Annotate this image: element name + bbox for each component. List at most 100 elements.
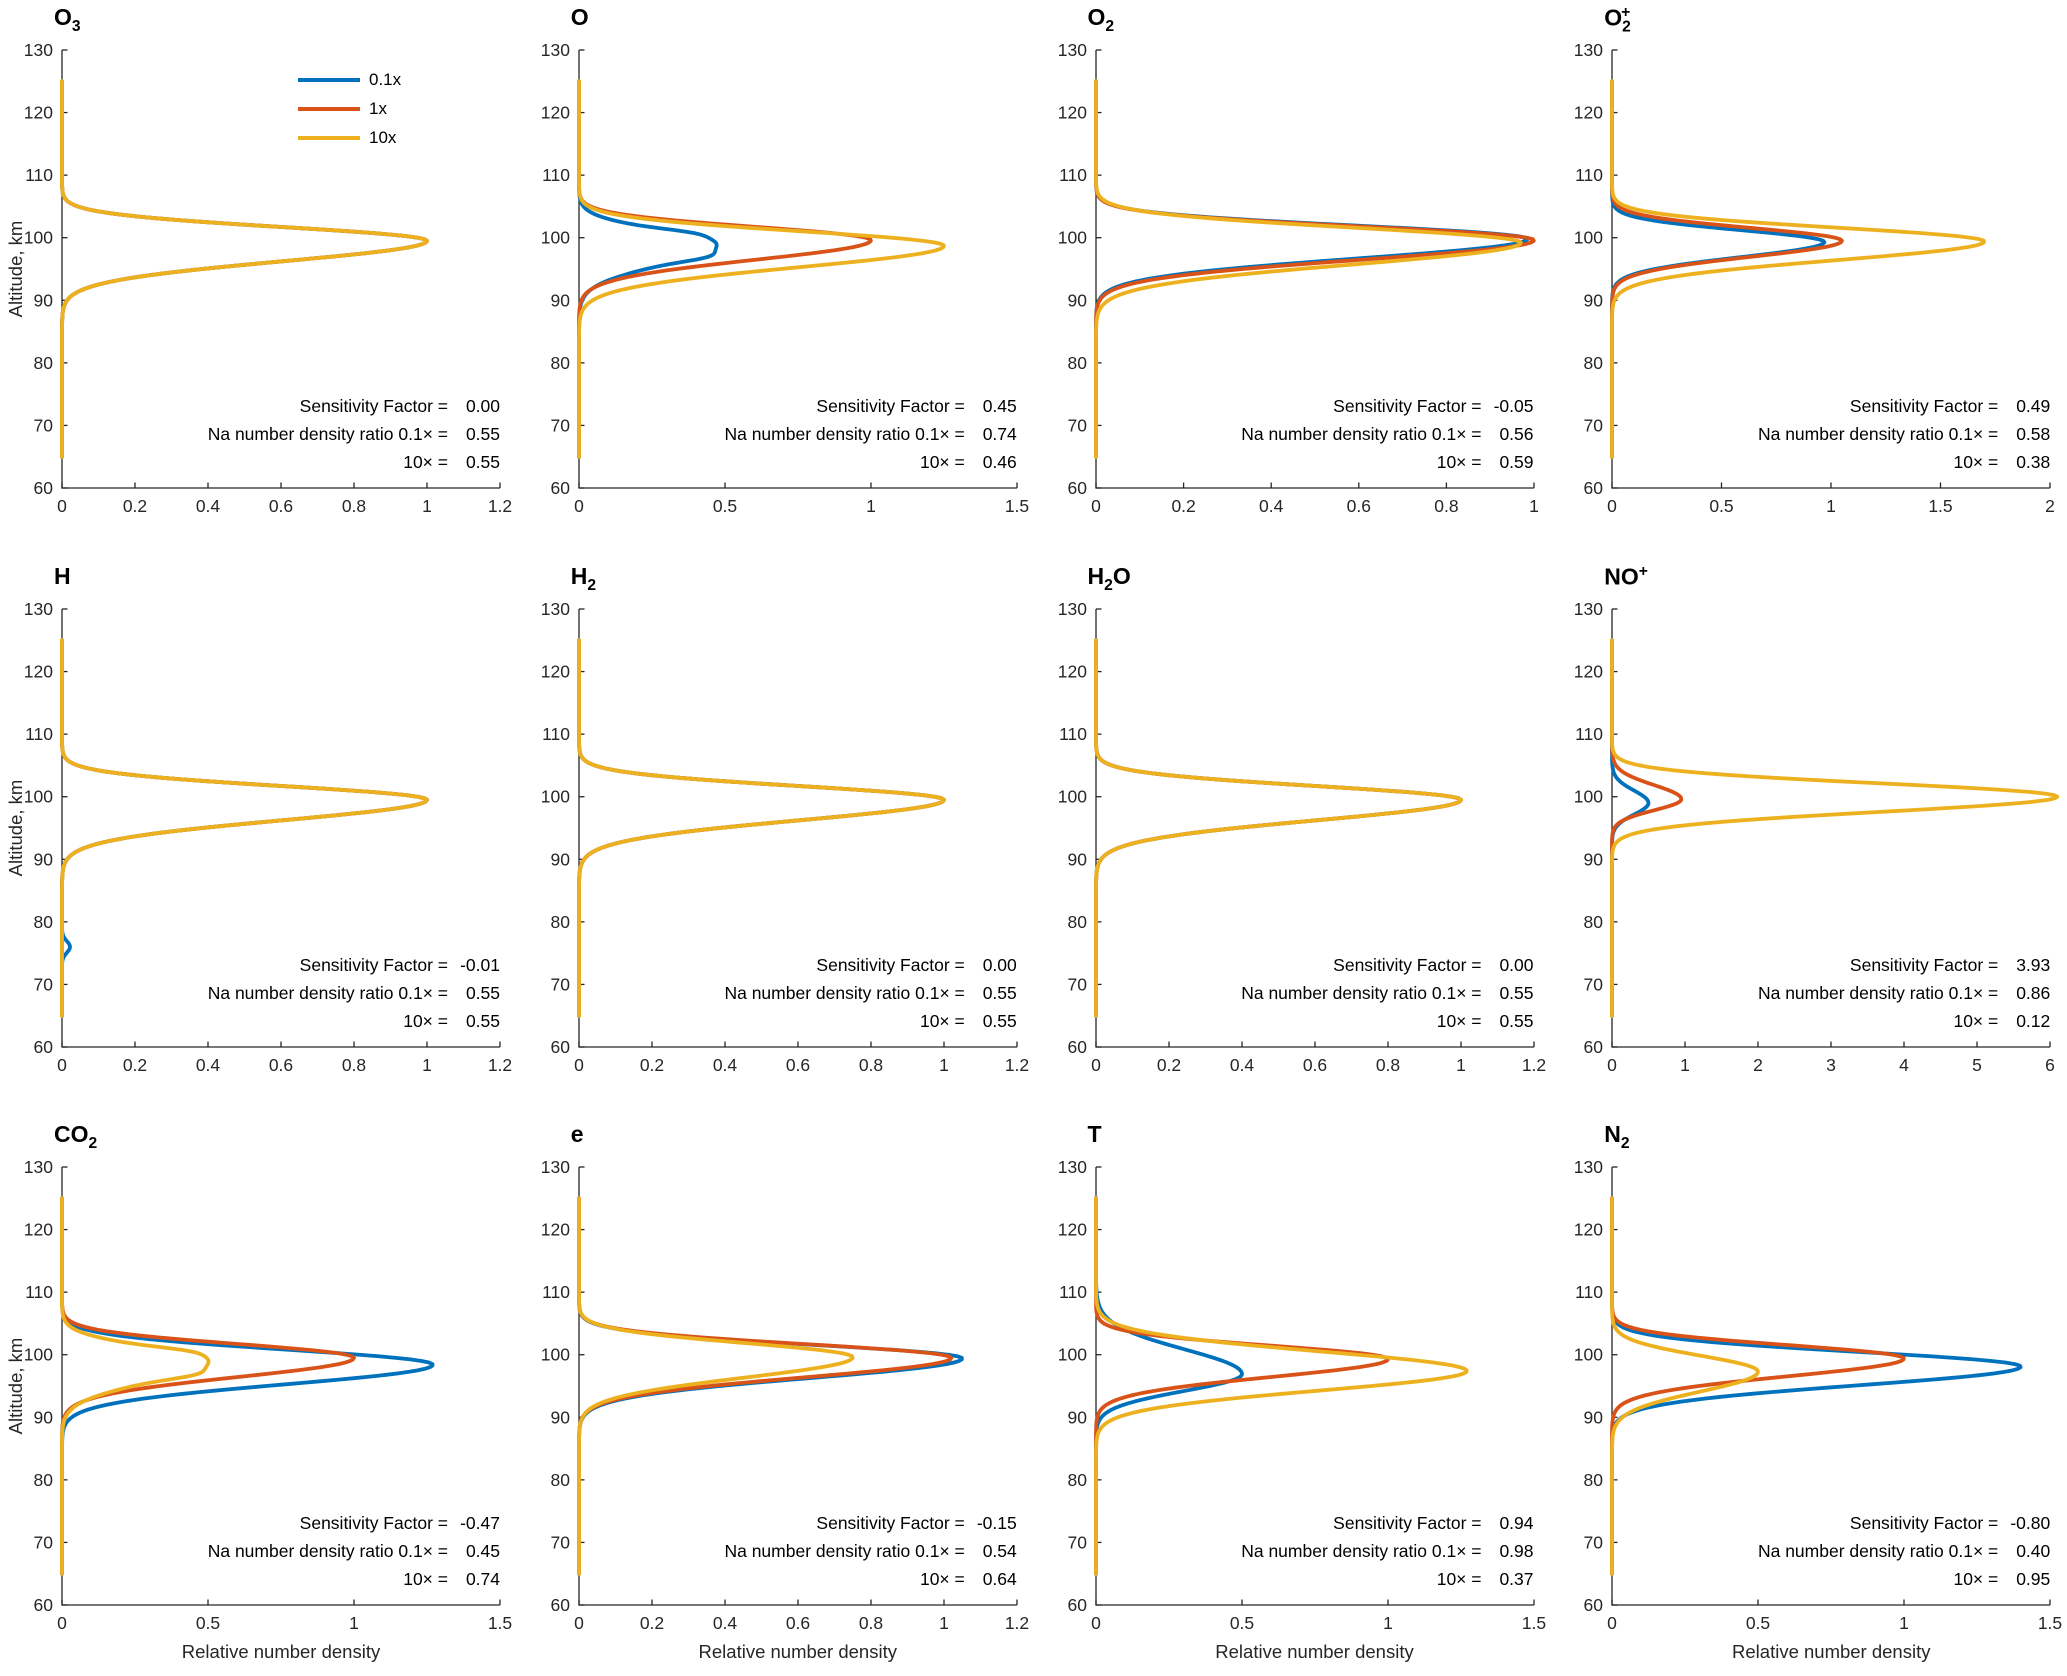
chart-panel-O2+: 60 70 80 90 100 110 120 130 0 0.5 1 1.5 2 O2+ Sensit… xyxy=(1550,0,2067,559)
x-tick-label: 1 xyxy=(349,1613,359,1633)
y-tick-label: 80 xyxy=(1584,353,1604,373)
annotation-line: 10× = 0.74 xyxy=(208,1565,500,1593)
y-tick-label: 90 xyxy=(34,290,54,310)
annotation-label: Sensitivity Factor = xyxy=(1333,954,1482,975)
x-tick-label: 2 xyxy=(2045,496,2055,516)
y-tick-label: 110 xyxy=(542,165,570,185)
y-tick-label: 90 xyxy=(550,1408,570,1428)
annotation-label: Sensitivity Factor = xyxy=(816,954,965,975)
annotation-value: 0.55 xyxy=(465,452,500,472)
x-tick-label: 0.4 xyxy=(196,496,221,516)
x-axis-label: Relative number density xyxy=(1215,1641,1414,1663)
x-tick-label: 1 xyxy=(939,1055,949,1075)
annotation-label: 10× = xyxy=(919,1010,965,1031)
y-tick-label: 80 xyxy=(550,912,570,932)
legend-row-1x: 1x xyxy=(298,99,401,119)
y-tick-label: 90 xyxy=(1584,849,1604,869)
annotation-line: Na number density ratio 0.1× = 0.55 xyxy=(1241,979,1533,1007)
annotation-value: 0.40 xyxy=(2016,1541,2051,1562)
chart-panel-H2O: 60 70 80 90 100 110 120 130 0 0.2 0.4 0.6 0.8 1 1.2 H2… xyxy=(1034,559,1551,1118)
series-line-10x xyxy=(60,79,429,459)
x-tick-label: 0.4 xyxy=(196,1055,221,1075)
x-tick-label: 0.6 xyxy=(1302,1055,1326,1075)
annotation-line: Na number density ratio 0.1× = 0.98 xyxy=(1241,1537,1533,1565)
annotation-value: 0.58 xyxy=(2016,424,2051,444)
panel-plot: 60 70 80 90 100 110 120 130 0 0.5 1 1.5 xyxy=(1574,1157,2062,1633)
panel-plot: 60 70 80 90 100 110 120 130 0 1 2 3 4 5 6 xyxy=(1574,599,2060,1075)
y-tick-label: 80 xyxy=(34,353,54,373)
annotation-value: 0.46 xyxy=(982,452,1017,472)
annotation-label: 10× = xyxy=(403,1569,448,1590)
y-tick-label: 80 xyxy=(1584,912,1604,932)
panel-title-part: N xyxy=(1604,1121,1621,1148)
annotation-line: Na number density ratio 0.1× = 0.45 xyxy=(208,1537,500,1565)
annotation-line: Na number density ratio 0.1× = 0.55 xyxy=(724,979,1016,1007)
y-tick-label: 90 xyxy=(550,849,570,869)
x-tick-label: 0.2 xyxy=(123,496,147,516)
x-tick-label: 0 xyxy=(574,496,584,516)
annotation-value: 0.00 xyxy=(465,396,500,416)
y-tick-label: 60 xyxy=(1067,1595,1087,1615)
y-tick-label: 90 xyxy=(1067,290,1087,310)
annotation-line: Sensitivity Factor = 0.45 xyxy=(724,392,1016,420)
y-tick-label: 70 xyxy=(1067,974,1087,994)
y-tick-label: 60 xyxy=(34,1595,54,1615)
x-tick-label: 0.8 xyxy=(1434,496,1458,516)
y-tick-label: 120 xyxy=(24,1220,53,1240)
annotation-line: Sensitivity Factor = -0.05 xyxy=(1241,392,1533,420)
annotation-line: Sensitivity Factor = 0.49 xyxy=(1758,392,2050,420)
series-line-10x xyxy=(576,638,946,1018)
y-tick-label: 60 xyxy=(550,1595,570,1615)
annotation-label: 10× = xyxy=(919,452,965,472)
y-tick-label: 60 xyxy=(34,478,54,498)
annotation-label: Sensitivity Factor = xyxy=(816,1513,965,1534)
y-tick-label: 130 xyxy=(541,40,570,60)
y-tick-label: 120 xyxy=(24,661,53,681)
panel-plot: 60 70 80 90 100 110 120 130 0 0.2 0.4 0.6 0.8 1 1.2 xyxy=(541,599,1029,1075)
panel-title: H2 xyxy=(571,563,596,595)
x-tick-label: 0 xyxy=(1607,1613,1617,1633)
annotation-label: Sensitivity Factor = xyxy=(299,396,448,416)
chart-panel-N2: 60 70 80 90 100 110 120 130 0 0.5 1 1.5 N2 Sensitiv… xyxy=(1550,1117,2067,1676)
annotation-value: -0.47 xyxy=(460,1513,500,1534)
legend: 0.1x 1x 10x xyxy=(298,70,401,157)
legend-label: 0.1x xyxy=(369,70,402,89)
y-tick-label: 90 xyxy=(1067,849,1087,869)
y-tick-label: 90 xyxy=(1584,290,1604,310)
panel-plot: 60 70 80 90 100 110 120 130 0 0.2 0.4 0.6 0.8 1 1.2 xyxy=(541,1157,1029,1633)
annotation-label: 10× = xyxy=(919,1569,965,1590)
y-axis-label: Altitude, km xyxy=(5,779,26,876)
annotation-line: 10× = 0.95 xyxy=(1758,1565,2050,1593)
y-tick-label: 110 xyxy=(25,1282,53,1302)
annotation-block: Sensitivity Factor = -0.80 Na number densi… xyxy=(1758,1509,2050,1593)
legend-line-swatch xyxy=(298,78,360,82)
x-tick-label: 0.8 xyxy=(342,496,366,516)
panel-title-part: O xyxy=(1112,562,1131,589)
panel-plot: 60 70 80 90 100 110 120 130 0 0.5 1 1.5 xyxy=(1057,1157,1545,1633)
chart-panel-CO2: 60 70 80 90 100 110 120 130 0 0.5 1 1.5 CO2 Sensiti… xyxy=(0,1117,517,1676)
y-tick-label: 80 xyxy=(1584,1470,1604,1490)
panel-title-part: O xyxy=(1087,4,1106,30)
x-axis-label: Relative number density xyxy=(1732,1641,1931,1663)
annotation-block: Sensitivity Factor = -0.15 Na number densi… xyxy=(724,1509,1016,1593)
y-tick-label: 130 xyxy=(24,599,53,619)
y-tick-label: 70 xyxy=(550,415,570,435)
annotation-value: 0.00 xyxy=(982,954,1017,975)
y-tick-label: 80 xyxy=(34,1470,54,1490)
x-tick-label: 0.2 xyxy=(640,1613,664,1633)
x-tick-label: 0.5 xyxy=(196,1613,220,1633)
annotation-line: 10× = 0.55 xyxy=(1241,1007,1534,1035)
y-tick-label: 100 xyxy=(1057,1345,1086,1365)
panel-plot: 60 70 80 90 100 110 120 130 0 0.2 0.4 0.6 0.8 1 1.2 xyxy=(24,599,512,1075)
y-tick-label: 60 xyxy=(550,478,570,498)
annotation-value: -0.80 xyxy=(2010,1513,2051,1534)
y-tick-label: 70 xyxy=(34,974,54,994)
panel-title-part: O xyxy=(1604,4,1623,31)
annotation-label: 10× = xyxy=(1953,452,1999,472)
annotation-line: Sensitivity Factor = 0.00 xyxy=(724,951,1016,979)
annotation-label: Sensitivity Factor = xyxy=(816,396,965,416)
chart-panel-NO+: 60 70 80 90 100 110 120 130 0 1 2 3 4 5 6 NO+ Sensitiv… xyxy=(1550,559,2067,1118)
panel-plot: 60 70 80 90 100 110 120 130 0 0.2 0.4 0.6 0.8 1 1.2 xyxy=(24,40,512,516)
series-line-10x xyxy=(1093,638,1463,1018)
x-tick-label: 1.5 xyxy=(1521,1613,1545,1633)
